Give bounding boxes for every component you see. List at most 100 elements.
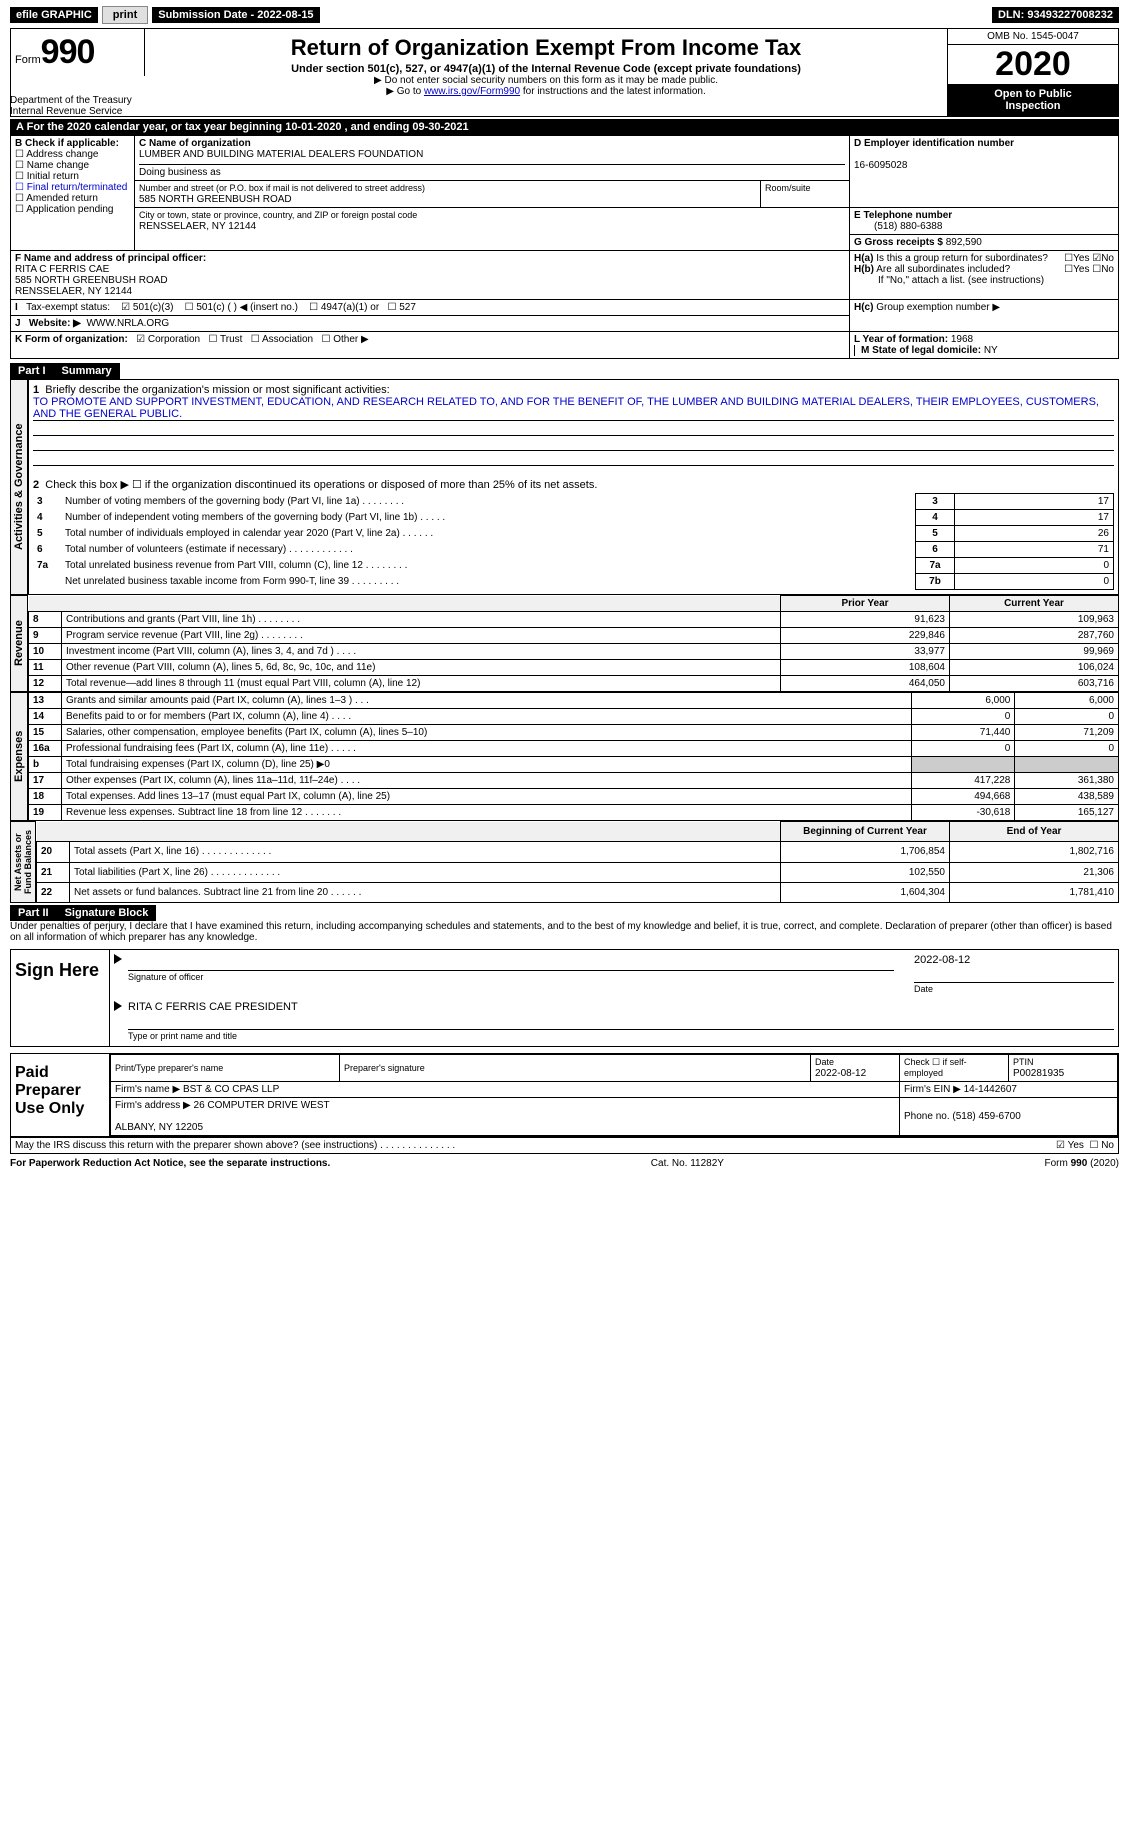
sig-officer-label: Signature of officer xyxy=(128,972,203,982)
firm-ein-label: Firm's EIN ▶ xyxy=(904,1084,961,1095)
prep-sig-label: Preparer's signature xyxy=(344,1063,425,1073)
firm-addr-label: Firm's address ▶ xyxy=(115,1100,191,1111)
penalty-text: Under penalties of perjury, I declare th… xyxy=(10,921,1119,943)
box-m-label: M State of legal domicile: xyxy=(861,345,981,356)
officer-print-name: RITA C FERRIS CAE PRESIDENT xyxy=(128,1001,1114,1013)
box-b-header: B Check if applicable: xyxy=(15,138,119,149)
efile-label: efile GRAPHIC xyxy=(10,7,98,23)
form-title: Return of Organization Exempt From Incom… xyxy=(149,35,943,61)
form-number: Form990 xyxy=(11,29,145,76)
inspection-notice: Open to Public Inspection xyxy=(948,84,1118,116)
tax-period: A For the 2020 calendar year, or tax yea… xyxy=(10,119,1119,135)
opt-501c[interactable]: 501(c) ( ) ◀ (insert no.) xyxy=(196,302,298,313)
ptin-value: P00281935 xyxy=(1013,1068,1064,1079)
hb-note: If "No," attach a list. (see instruction… xyxy=(854,275,1044,286)
mission-text: TO PROMOTE AND SUPPORT INVESTMENT, EDUCA… xyxy=(33,396,1114,421)
part2-title: Signature Block xyxy=(57,905,157,921)
discuss-row: May the IRS discuss this return with the… xyxy=(10,1137,1119,1154)
tax-year: 2020 xyxy=(948,45,1118,84)
box-j-label: Website: ▶ xyxy=(29,318,81,329)
line1-label: Briefly describe the organization's miss… xyxy=(45,384,389,396)
prep-date-label: Date xyxy=(815,1057,834,1067)
part2-header: Part II xyxy=(10,905,57,921)
box-l-label: L Year of formation: xyxy=(854,334,948,345)
opt-other[interactable]: Other ▶ xyxy=(333,334,368,345)
hb-label: Are all subordinates included? xyxy=(876,264,1010,275)
officer-addr: 585 NORTH GREENBUSH ROAD RENSSELAER, NY … xyxy=(15,275,168,297)
form-note1: ▶ Do not enter social security numbers o… xyxy=(149,75,943,86)
opt-527[interactable]: 527 xyxy=(399,302,416,313)
opt-501c3[interactable]: 501(c)(3) xyxy=(133,302,174,313)
footer-center: Cat. No. 11282Y xyxy=(651,1158,724,1169)
omb-number: OMB No. 1545-0047 xyxy=(948,29,1118,45)
org-name: LUMBER AND BUILDING MATERIAL DEALERS FOU… xyxy=(139,149,423,160)
paid-preparer-label: Paid Preparer Use Only xyxy=(11,1054,110,1136)
submission-label: Submission Date - 2022-08-15 xyxy=(152,7,319,23)
form-header: Form990 Return of Organization Exempt Fr… xyxy=(10,28,1119,117)
city-label: City or town, state or province, country… xyxy=(139,210,417,220)
print-name-label: Type or print name and title xyxy=(128,1031,237,1041)
arrow-icon xyxy=(114,954,122,964)
box-d-label: D Employer identification number xyxy=(854,138,1014,149)
exp-label: Expenses xyxy=(10,692,28,821)
street-address: 585 NORTH GREENBUSH ROAD xyxy=(139,194,292,205)
irs-link[interactable]: www.irs.gov/Form990 xyxy=(424,86,520,97)
part1-title: Summary xyxy=(54,363,120,379)
footer-right: Form 990 (2020) xyxy=(1045,1158,1120,1169)
footer-left: For Paperwork Reduction Act Notice, see … xyxy=(10,1158,330,1169)
addr-label: Number and street (or P.O. box if mail i… xyxy=(139,183,425,193)
box-e-label: E Telephone number xyxy=(854,210,952,221)
sig-date: 2022-08-12 xyxy=(914,954,1114,966)
box-k-label: K Form of organization: xyxy=(15,334,128,345)
department: Department of the Treasury Internal Reve… xyxy=(10,95,135,117)
phone-value: (518) 880-6388 xyxy=(854,221,942,232)
sign-here-section: Sign Here Signature of officer 2022-08-1… xyxy=(10,949,1119,1047)
sig-date-label: Date xyxy=(914,984,933,994)
cb-initial[interactable]: ☐ Initial return xyxy=(15,171,79,182)
box-i-label: Tax-exempt status: xyxy=(26,302,110,313)
discuss-yes[interactable]: ☑ Yes ☐ No xyxy=(1056,1140,1114,1151)
dba-label: Doing business as xyxy=(139,164,845,178)
prep-date: 2022-08-12 xyxy=(815,1068,866,1079)
prep-name-label: Print/Type preparer's name xyxy=(115,1063,223,1073)
part1-header: Part I xyxy=(10,363,54,379)
firm-name: BST & CO CPAS LLP xyxy=(183,1084,279,1095)
firm-ein: 14-1442607 xyxy=(964,1084,1017,1095)
box-f-label: F Name and address of principal officer: xyxy=(15,253,206,264)
opt-trust[interactable]: Trust xyxy=(220,334,242,345)
firm-phone-label: Phone no. xyxy=(904,1111,950,1122)
cb-final[interactable]: ☐ Final return/terminated xyxy=(15,182,127,193)
gov-label: Activities & Governance xyxy=(10,379,28,595)
form-subtitle: Under section 501(c), 527, or 4947(a)(1)… xyxy=(149,63,943,75)
ein-value: 16-6095028 xyxy=(854,160,907,171)
firm-phone: (518) 459-6700 xyxy=(952,1111,1020,1122)
self-emp-label[interactable]: Check ☐ if self-employed xyxy=(904,1057,967,1078)
city-value: RENSSELAER, NY 12144 xyxy=(139,221,256,232)
net-label: Net Assets or Fund Balances xyxy=(10,821,36,903)
state-domicile: NY xyxy=(984,345,998,356)
hc-label: Group exemption number ▶ xyxy=(876,302,1000,313)
opt-assoc[interactable]: Association xyxy=(262,334,313,345)
website-value: WWW.NRLA.ORG xyxy=(86,318,169,329)
print-button[interactable]: print xyxy=(102,6,148,24)
ptin-label: PTIN xyxy=(1013,1057,1034,1067)
year-formation: 1968 xyxy=(951,334,973,345)
arrow-icon xyxy=(114,1001,122,1011)
cb-pending[interactable]: ☐ Application pending xyxy=(15,204,114,215)
box-c-header: C Name of organization xyxy=(139,138,251,149)
firm-name-label: Firm's name ▶ xyxy=(115,1084,180,1095)
cb-address[interactable]: ☐ Address change xyxy=(15,149,98,160)
opt-4947[interactable]: 4947(a)(1) or xyxy=(321,302,379,313)
paid-preparer-section: Paid Preparer Use Only Print/Type prepar… xyxy=(10,1053,1119,1137)
top-bar: efile GRAPHIC print Submission Date - 20… xyxy=(10,6,1119,24)
ha-label: Is this a group return for subordinates? xyxy=(876,253,1048,264)
line2-label: Check this box ▶ ☐ if the organization d… xyxy=(45,479,597,491)
cb-name[interactable]: ☐ Name change xyxy=(15,160,89,171)
rev-label: Revenue xyxy=(10,595,28,692)
officer-name: RITA C FERRIS CAE xyxy=(15,264,109,275)
cb-amended[interactable]: ☐ Amended return xyxy=(15,193,98,204)
room-label: Room/suite xyxy=(765,183,811,193)
gross-receipts: 892,590 xyxy=(946,237,982,248)
form-note2: ▶ Go to www.irs.gov/Form990 for instruct… xyxy=(149,86,943,97)
opt-corp[interactable]: Corporation xyxy=(148,334,200,345)
